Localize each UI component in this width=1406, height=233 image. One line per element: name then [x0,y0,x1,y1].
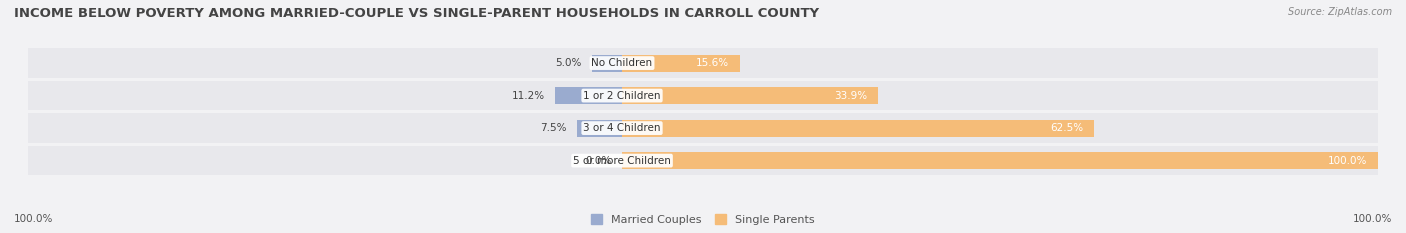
Text: 1 or 2 Children: 1 or 2 Children [583,91,661,101]
Bar [28,48,1378,78]
Text: 100.0%: 100.0% [14,214,53,224]
Text: 3 or 4 Children: 3 or 4 Children [583,123,661,133]
Bar [555,87,621,104]
Bar [28,81,1378,110]
Text: 5 or more Children: 5 or more Children [574,156,671,166]
Bar [621,55,740,72]
Text: 0.0%: 0.0% [585,156,612,166]
Bar [621,120,1094,137]
Text: Source: ZipAtlas.com: Source: ZipAtlas.com [1288,7,1392,17]
Text: INCOME BELOW POVERTY AMONG MARRIED-COUPLE VS SINGLE-PARENT HOUSEHOLDS IN CARROLL: INCOME BELOW POVERTY AMONG MARRIED-COUPL… [14,7,820,20]
Text: 11.2%: 11.2% [512,91,544,101]
Bar [28,146,1378,175]
Text: 62.5%: 62.5% [1050,123,1084,133]
Text: 15.6%: 15.6% [696,58,730,68]
Legend: Married Couples, Single Parents: Married Couples, Single Parents [586,210,820,229]
Text: 33.9%: 33.9% [834,91,868,101]
Text: 5.0%: 5.0% [555,58,582,68]
Bar [621,152,1378,169]
Bar [578,120,621,137]
Text: 7.5%: 7.5% [540,123,567,133]
Bar [621,87,879,104]
Text: No Children: No Children [592,58,652,68]
Text: 100.0%: 100.0% [1353,214,1392,224]
Text: 100.0%: 100.0% [1327,156,1367,166]
Bar [592,55,621,72]
Bar [28,113,1378,143]
